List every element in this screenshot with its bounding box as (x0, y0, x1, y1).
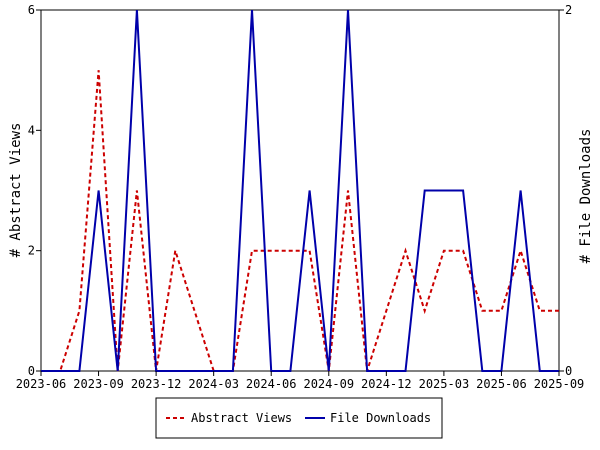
y-right-tick-label: 0 (565, 364, 572, 378)
legend-label-abstract-views: Abstract Views (191, 411, 292, 425)
x-tick-label: 2025-06 (476, 377, 527, 391)
y-left-tick-label: 4 (28, 123, 35, 137)
series-line-file-downloads (41, 9, 559, 372)
legend-box (155, 397, 443, 439)
x-tick-label: 2025-03 (419, 377, 470, 391)
legend-label-file-downloads: File Downloads (330, 411, 431, 425)
x-tick-label: 2024-12 (361, 377, 412, 391)
x-tick-label: 2023-06 (16, 377, 67, 391)
plot-area (40, 9, 560, 372)
axis-layer: 2023-06 2023-09 2023-12 2024-03 2024-06 2024-… (16, 3, 585, 391)
y-left-tick-label: 6 (28, 3, 35, 17)
series-layer (41, 9, 559, 372)
x-tick-label: 2023-09 (73, 377, 124, 391)
x-tick-label: 2023-12 (131, 377, 182, 391)
y-left-tick-label: 2 (28, 244, 35, 258)
y-right-axis-label: # File Downloads (578, 129, 594, 264)
x-tick-label: 2025-09 (534, 377, 585, 391)
y-left-tick-label: 0 (28, 364, 35, 378)
y-left-axis-label: # Abstract Views (8, 123, 24, 258)
x-tick-label: 2024-06 (246, 377, 297, 391)
x-tick-label: 2024-09 (303, 377, 354, 391)
x-tick-label: 2024-03 (188, 377, 239, 391)
y-right-tick-label: 2 (565, 3, 572, 17)
legend: Abstract Views File Downloads (155, 397, 443, 439)
